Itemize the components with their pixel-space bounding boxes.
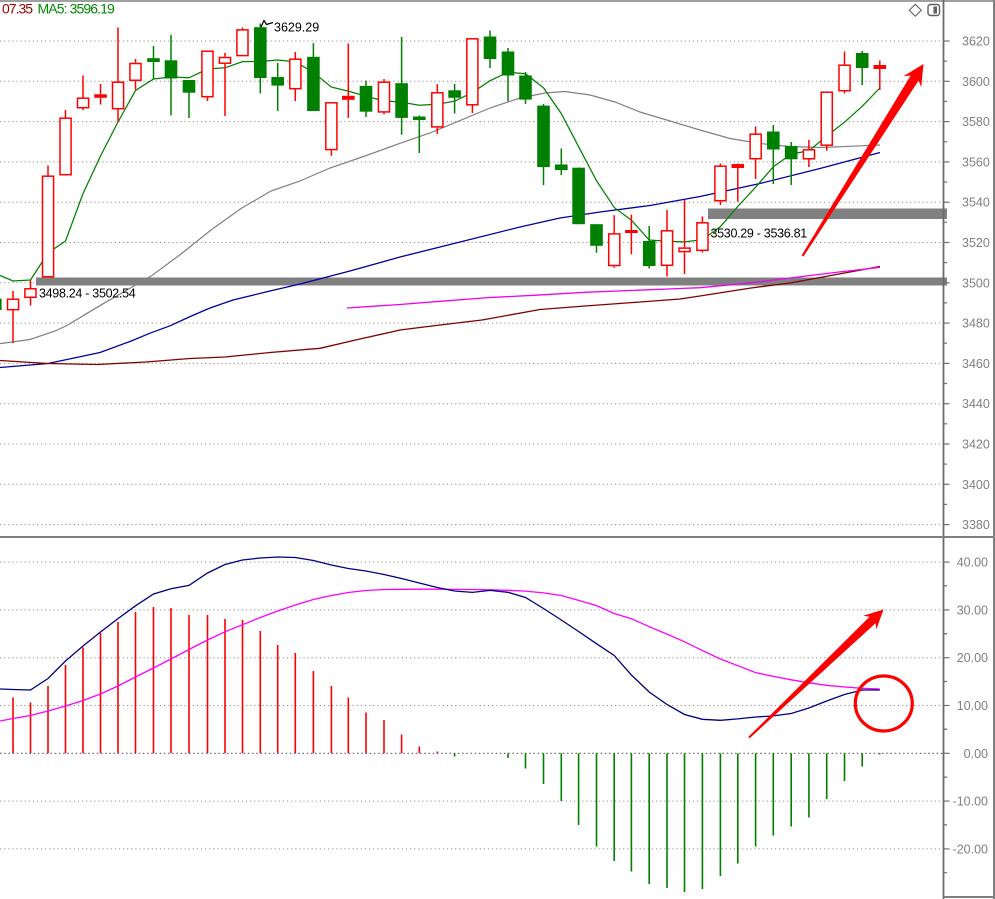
svg-text:30.00: 30.00 bbox=[957, 603, 988, 617]
svg-text:3520: 3520 bbox=[962, 236, 990, 250]
svg-text:3620: 3620 bbox=[962, 35, 990, 49]
svg-text:3400: 3400 bbox=[962, 478, 990, 492]
svg-text:3600: 3600 bbox=[962, 75, 990, 89]
svg-text:3540: 3540 bbox=[962, 196, 990, 210]
svg-text:3560: 3560 bbox=[962, 155, 990, 169]
svg-text:40.00: 40.00 bbox=[957, 556, 988, 570]
svg-text:3629.29: 3629.29 bbox=[274, 21, 319, 35]
svg-text:MA5: 3596.19: MA5: 3596.19 bbox=[38, 1, 115, 17]
svg-text:3460: 3460 bbox=[962, 357, 990, 371]
svg-text:0.00: 0.00 bbox=[964, 747, 988, 761]
svg-text:3420: 3420 bbox=[962, 438, 990, 452]
svg-text:10.00: 10.00 bbox=[957, 699, 988, 713]
svg-text:3498.24 - 3502.54: 3498.24 - 3502.54 bbox=[39, 287, 136, 301]
svg-text:-20.00: -20.00 bbox=[953, 842, 988, 856]
svg-text:3530.29 - 3536.81: 3530.29 - 3536.81 bbox=[711, 227, 808, 241]
svg-text:3480: 3480 bbox=[962, 317, 990, 331]
svg-text:3580: 3580 bbox=[962, 115, 990, 129]
svg-text:3440: 3440 bbox=[962, 397, 990, 411]
svg-text:3380: 3380 bbox=[962, 518, 990, 532]
svg-text:-10.00: -10.00 bbox=[953, 795, 988, 809]
svg-text:20.00: 20.00 bbox=[957, 651, 988, 665]
svg-text:3500: 3500 bbox=[962, 276, 990, 290]
svg-text:07.35: 07.35 bbox=[2, 1, 33, 17]
